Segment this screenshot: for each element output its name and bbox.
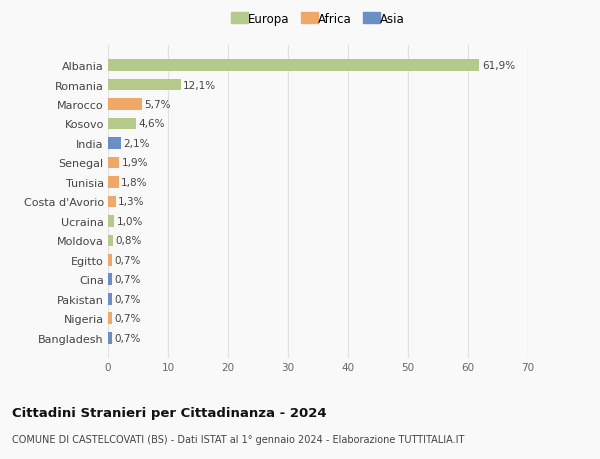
Bar [108,235,113,246]
Bar [108,332,112,344]
Bar [108,60,479,72]
Text: 0,7%: 0,7% [115,255,141,265]
Bar [108,313,112,325]
Bar [108,138,121,150]
Bar [108,293,112,305]
Text: 0,7%: 0,7% [115,274,141,285]
Text: 0,7%: 0,7% [115,333,141,343]
Text: 1,0%: 1,0% [116,216,143,226]
Text: 5,7%: 5,7% [145,100,171,110]
Text: 1,8%: 1,8% [121,178,148,188]
Text: COMUNE DI CASTELCOVATI (BS) - Dati ISTAT al 1° gennaio 2024 - Elaborazione TUTTI: COMUNE DI CASTELCOVATI (BS) - Dati ISTAT… [12,434,464,444]
Text: 1,3%: 1,3% [118,197,145,207]
Text: 12,1%: 12,1% [183,80,216,90]
Text: 0,8%: 0,8% [115,236,142,246]
Bar [108,118,136,130]
Bar [108,177,119,188]
Text: 1,9%: 1,9% [122,158,148,168]
Bar [108,99,142,111]
Bar [108,79,181,91]
Text: 0,7%: 0,7% [115,294,141,304]
Text: 2,1%: 2,1% [123,139,149,149]
Bar [108,274,112,285]
Text: 4,6%: 4,6% [138,119,164,129]
Bar [108,157,119,169]
Legend: Europa, Africa, Asia: Europa, Africa, Asia [227,8,409,30]
Text: Cittadini Stranieri per Cittadinanza - 2024: Cittadini Stranieri per Cittadinanza - 2… [12,406,326,419]
Bar [108,216,114,227]
Text: 0,7%: 0,7% [115,313,141,324]
Bar [108,254,112,266]
Bar [108,196,116,208]
Text: 61,9%: 61,9% [482,61,515,71]
